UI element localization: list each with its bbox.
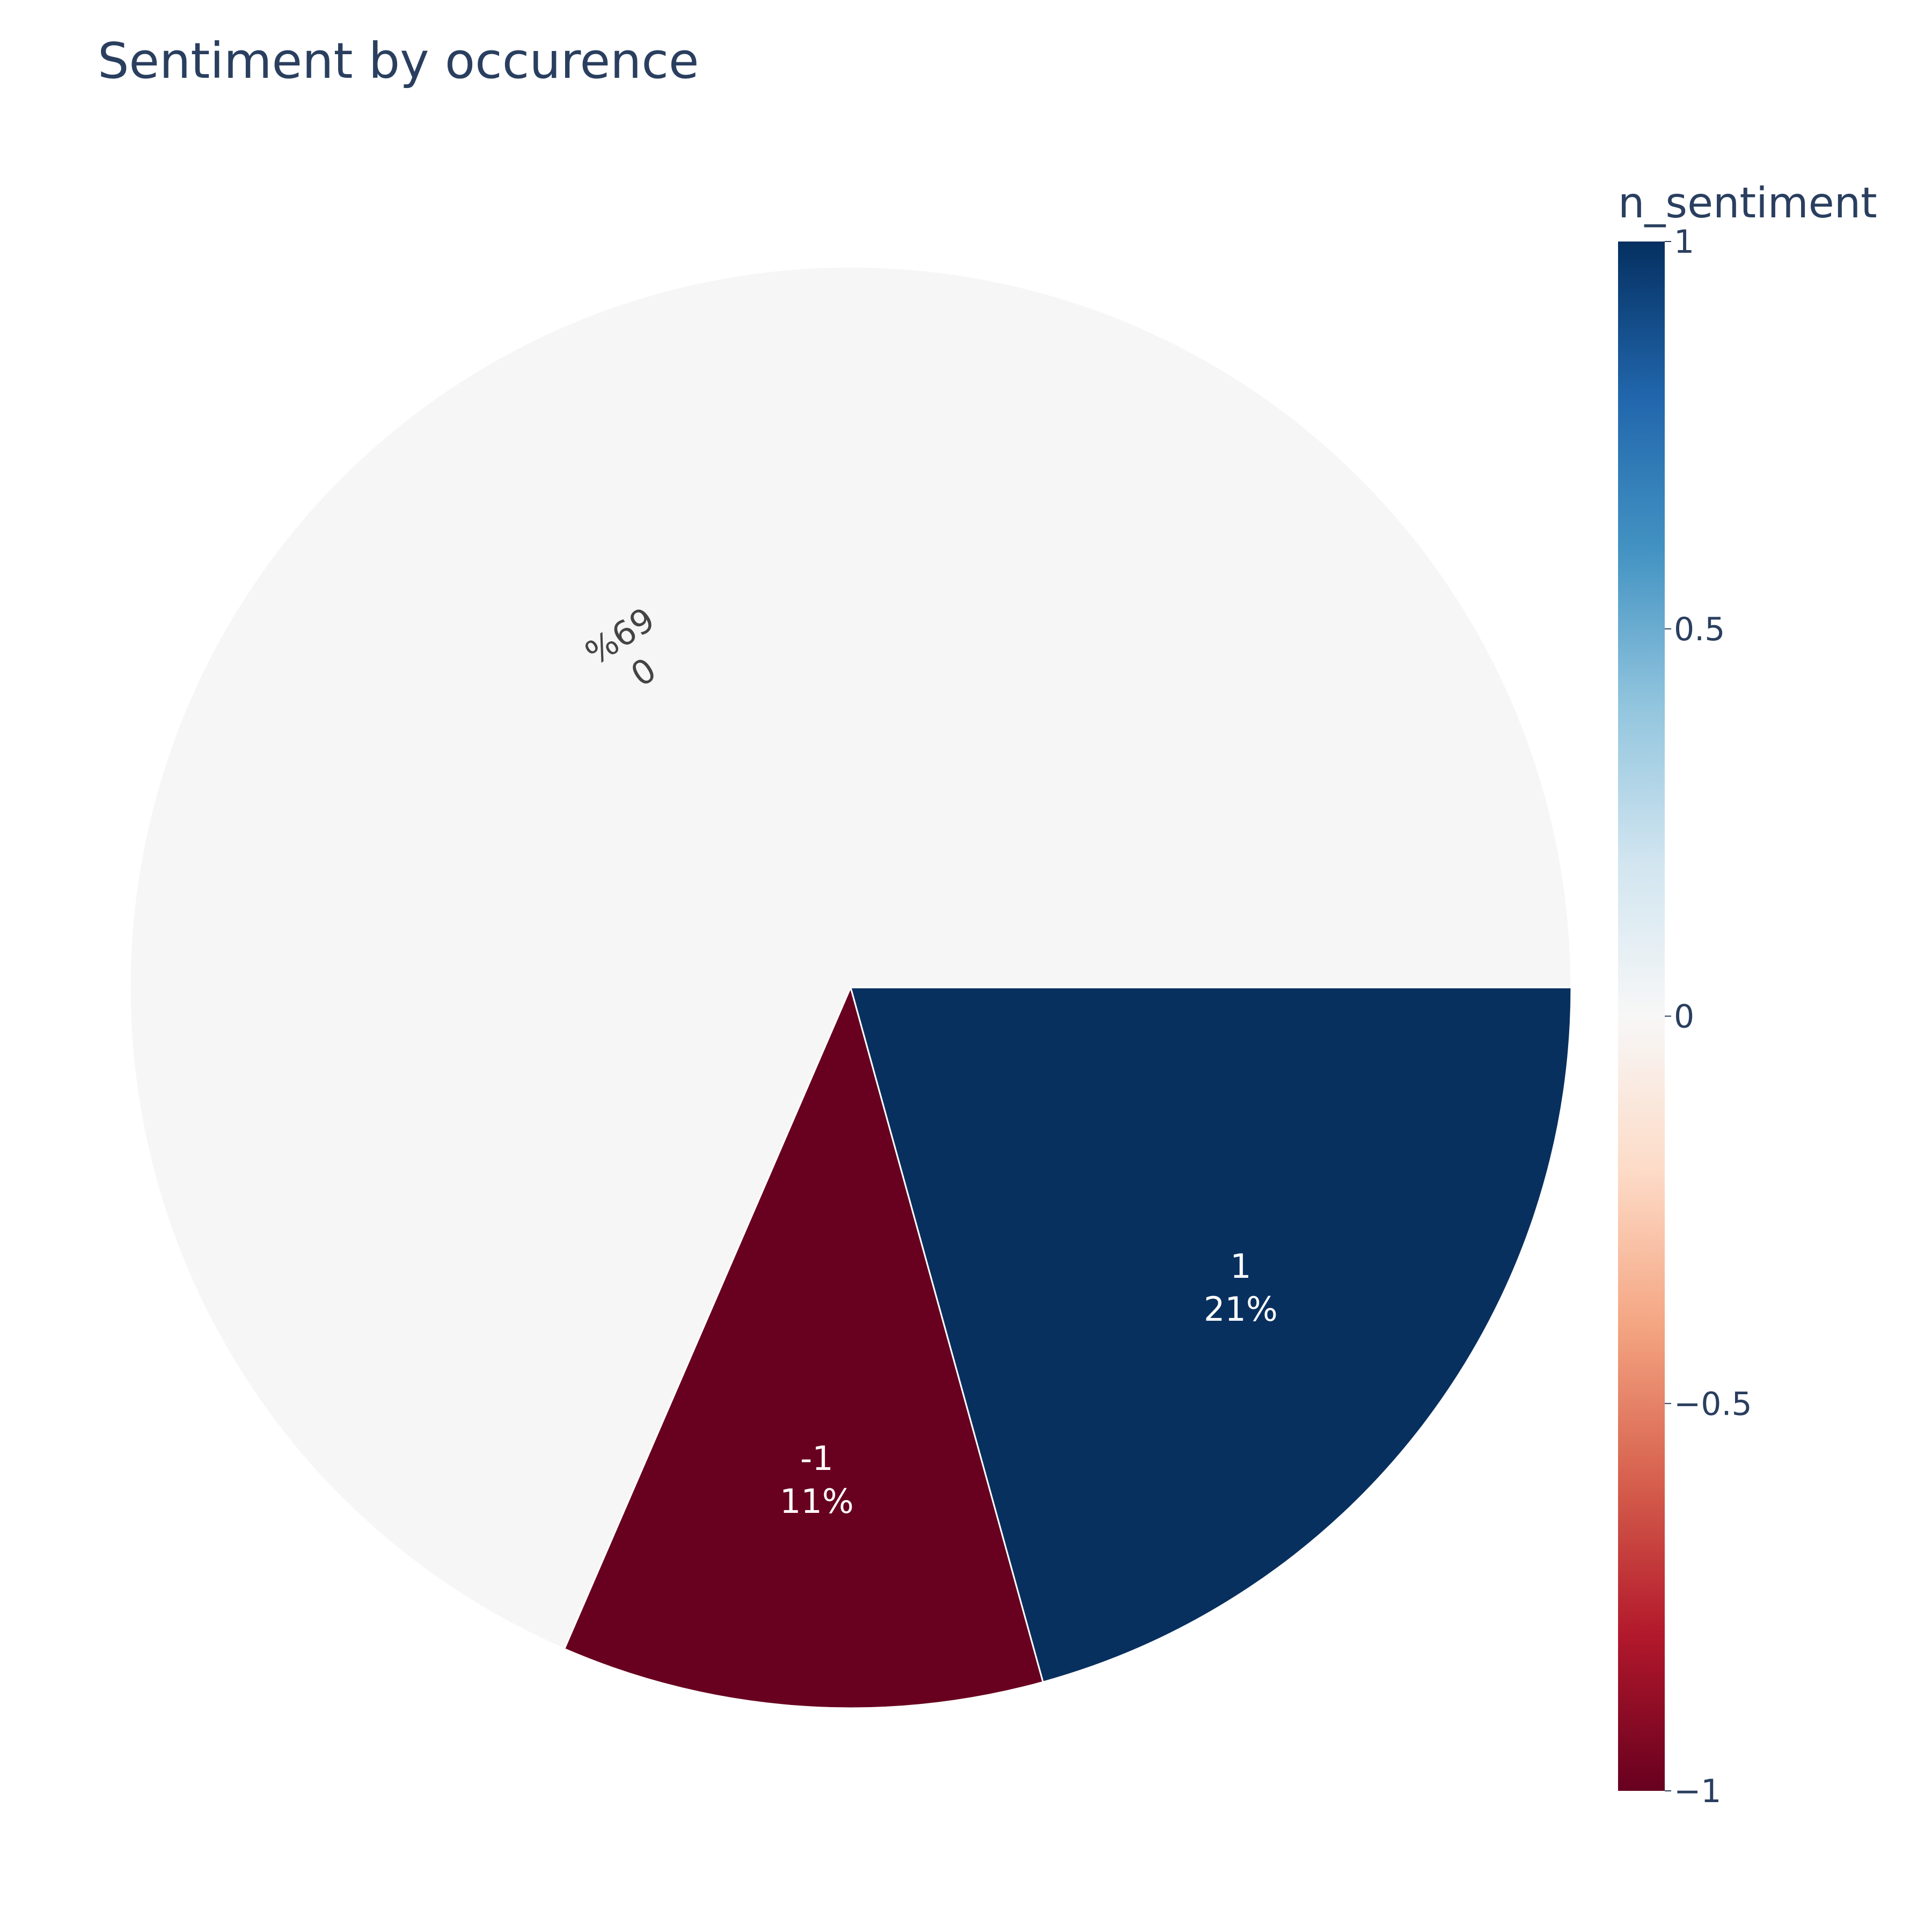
pie-slice-label-1: 121% (1204, 1247, 1278, 1329)
chart-title: Sentiment by occurence (98, 32, 699, 90)
colorbar-tick-label: −0.5 (1674, 1385, 1752, 1423)
colorbar-title: n_sentiment (1618, 179, 1877, 228)
slice-percent-label: 21% (1204, 1290, 1278, 1329)
pie-slice--1[interactable] (563, 985, 1044, 1709)
slice-percent-label: 11% (780, 1482, 854, 1521)
slice-category-label: -1 (800, 1439, 833, 1478)
slice-category-label: 1 (1230, 1247, 1251, 1286)
colorbar-tick-label: 1 (1674, 223, 1694, 261)
pie: 069%121%-111% (129, 266, 1572, 1709)
pie-slice-0[interactable] (129, 266, 1572, 1650)
colorbar-tick-label: 0.5 (1674, 611, 1725, 648)
colorbar-gradient (1618, 241, 1665, 1791)
colorbar-tick-label: −1 (1674, 1773, 1721, 1810)
pie-slice-1[interactable] (850, 986, 1572, 1684)
colorbar-tick-label: 0 (1674, 998, 1694, 1036)
colorbar: n_sentiment 1 0.5 0 −0.5 −1 (1618, 179, 1877, 1810)
colorbar-ticks: 1 0.5 0 −0.5 −1 (1665, 223, 1752, 1810)
pie-slice-label--1: -111% (780, 1439, 854, 1521)
